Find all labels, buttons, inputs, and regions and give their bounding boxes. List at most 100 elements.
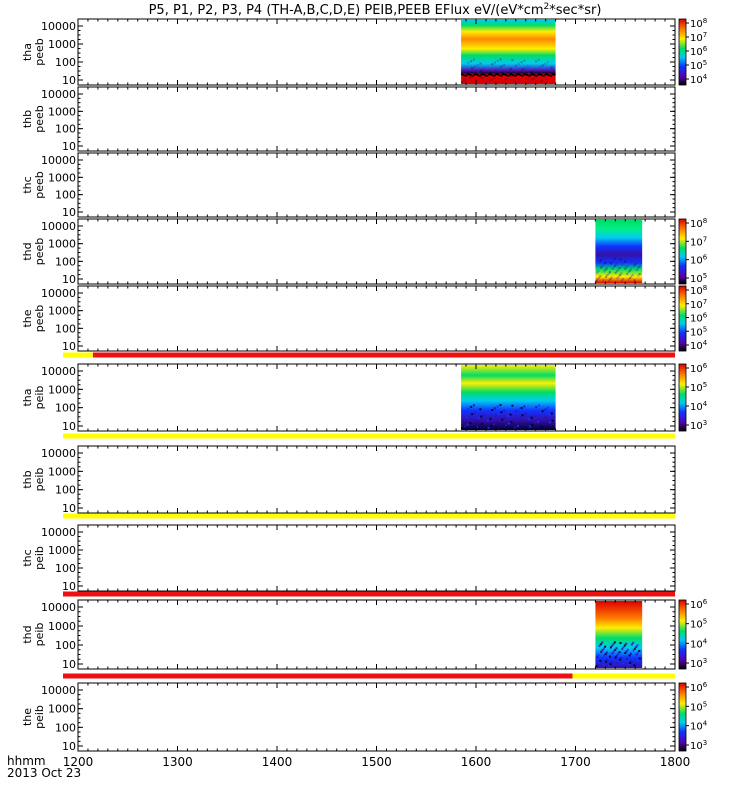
- y-tick-label: 10: [62, 420, 76, 433]
- plot-frame: [77, 682, 676, 752]
- colorbar: [678, 363, 687, 432]
- colorbar: [678, 218, 687, 285]
- plot-frame: [77, 599, 676, 670]
- x-tick-label: 1500: [361, 755, 392, 769]
- quality-flag-bar: [63, 591, 675, 597]
- y-tick-label: 1000: [48, 620, 76, 633]
- y-axis-label: thapeib: [21, 386, 46, 410]
- y-tick-label: 1000: [48, 465, 76, 478]
- y-tick-label: 100: [55, 56, 76, 69]
- y-axis-label: thbpeib: [21, 468, 46, 492]
- y-tick-label: 100: [55, 639, 76, 652]
- colorbar-tick-label: 104: [690, 400, 708, 413]
- y-tick-label: 10: [62, 140, 76, 153]
- y-tick-label: 10000: [41, 220, 76, 233]
- y-axis-label: thcpeeb: [21, 171, 46, 199]
- colorbar-tick-label: 106: [690, 312, 708, 325]
- y-axis-label: thbpeeb: [21, 105, 46, 133]
- x-tick-label: 1700: [560, 755, 591, 769]
- y-tick-label: 100: [55, 123, 76, 136]
- y-tick-label: 10000: [41, 447, 76, 460]
- colorbar-tick-label: 106: [690, 681, 708, 694]
- y-tick-label: 10: [62, 580, 76, 593]
- colorbar-tick-label: 105: [690, 272, 707, 285]
- colorbar-tick-label: 106: [690, 598, 708, 611]
- y-tick-label: 10000: [41, 20, 76, 33]
- y-tick-label: 100: [55, 402, 76, 415]
- y-tick-label: 10000: [41, 526, 76, 539]
- colorbar-tick-label: 105: [690, 325, 707, 338]
- colorbar-tick-label: 105: [690, 59, 707, 72]
- y-tick-label: 1000: [48, 703, 76, 716]
- plot-frame: [77, 445, 676, 514]
- panel-thc-peeb: 10000 1000 100 10 thcpeeb: [21, 152, 676, 219]
- colorbar-tick-label: 108: [690, 284, 707, 297]
- y-tick-label: 100: [55, 189, 76, 202]
- y-tick-label: 1000: [48, 305, 76, 318]
- y-tick-label: 10: [62, 273, 76, 286]
- spectrogram-block: [595, 220, 643, 283]
- spectrogram-noise: [595, 641, 641, 667]
- plot-frame: [77, 285, 676, 352]
- panel-the-peib: 10000 1000 100 10 thepeib 106 105 104 103: [21, 681, 708, 753]
- colorbar-tick-label: 103: [690, 657, 707, 670]
- y-tick-label: 1000: [48, 238, 76, 251]
- y-tick-label: 10000: [41, 601, 76, 614]
- y-tick-label: 10: [62, 206, 76, 219]
- spectrogram-block: [595, 601, 643, 668]
- y-tick-label: 10: [62, 658, 76, 671]
- panel-thd-peib: 10000 1000 100 10 thdpeib 106 105 104 103: [21, 598, 708, 679]
- colorbar: [678, 599, 687, 670]
- colorbar-tick-label: 104: [690, 339, 708, 352]
- panel-thb-peib: 10000 1000 100 10 thbpeib: [21, 445, 676, 519]
- quality-flag-bar: [572, 673, 675, 679]
- x-axis-label: hhmm: [7, 754, 46, 768]
- spacecraft-potential-line: [460, 73, 556, 77]
- x-tick-label: 1800: [660, 755, 691, 769]
- spectrogram-noise: [461, 404, 554, 429]
- y-tick-label: 100: [55, 484, 76, 497]
- colorbar-tick-label: 107: [690, 235, 707, 248]
- panel-thc-peib: 10000 1000 100 10 thcpeib: [21, 524, 676, 597]
- colorbar-tick-label: 103: [690, 739, 707, 752]
- quality-flag-bar: [63, 513, 675, 519]
- y-tick-label: 1000: [48, 38, 76, 51]
- colorbar: [678, 285, 687, 352]
- plot-frame: [77, 86, 676, 152]
- colorbar-tick-label: 105: [690, 381, 707, 394]
- panel-thd-peeb: 10000 1000 100 10 thdpeeb 108 107 106 105: [21, 217, 708, 286]
- spectrogram-block: [461, 20, 556, 84]
- colorbar-tick-label: 104: [690, 637, 708, 650]
- x-tick-label: 1200: [63, 755, 94, 769]
- y-tick-label: 10000: [41, 154, 76, 167]
- colorbar-tick-label: 105: [690, 618, 707, 631]
- x-tick-label: 1300: [162, 755, 193, 769]
- colorbar-tick-label: 108: [690, 217, 707, 230]
- colorbar-tick-label: 106: [690, 362, 708, 375]
- y-tick-label: 10: [62, 740, 76, 753]
- panel-thb-peeb: 10000 1000 100 10 thbpeeb: [21, 86, 676, 153]
- y-tick-label: 100: [55, 721, 76, 734]
- y-axis-label: thcpeib: [21, 546, 46, 570]
- plot-frame: [77, 218, 676, 285]
- y-axis-label: thepeib: [21, 705, 46, 729]
- quality-flag-bar: [92, 352, 676, 358]
- y-tick-label: 10: [62, 340, 76, 353]
- y-axis-label: thepeeb: [21, 305, 46, 333]
- plot-frame: [77, 363, 676, 432]
- colorbar-tick-label: 106: [690, 254, 708, 267]
- x-tick-label: 1600: [461, 755, 492, 769]
- figure-title: P5, P1, P2, P3, P4 (TH-A,B,C,D,E) PEIB,P…: [149, 2, 602, 18]
- colorbar: [678, 682, 687, 752]
- y-axis-label: thapeeb: [21, 38, 46, 66]
- colorbar: [678, 18, 687, 86]
- y-tick-label: 10: [62, 74, 76, 87]
- plot-frame: [77, 524, 676, 592]
- spectrogram-noise: [595, 257, 641, 282]
- y-axis-label: thdpeib: [21, 623, 46, 647]
- panel-stack: 10000100010010thapeeb1081071061051041000…: [21, 17, 708, 753]
- spectrogram-block: [461, 365, 556, 430]
- colorbar-tick-label: 103: [690, 419, 707, 432]
